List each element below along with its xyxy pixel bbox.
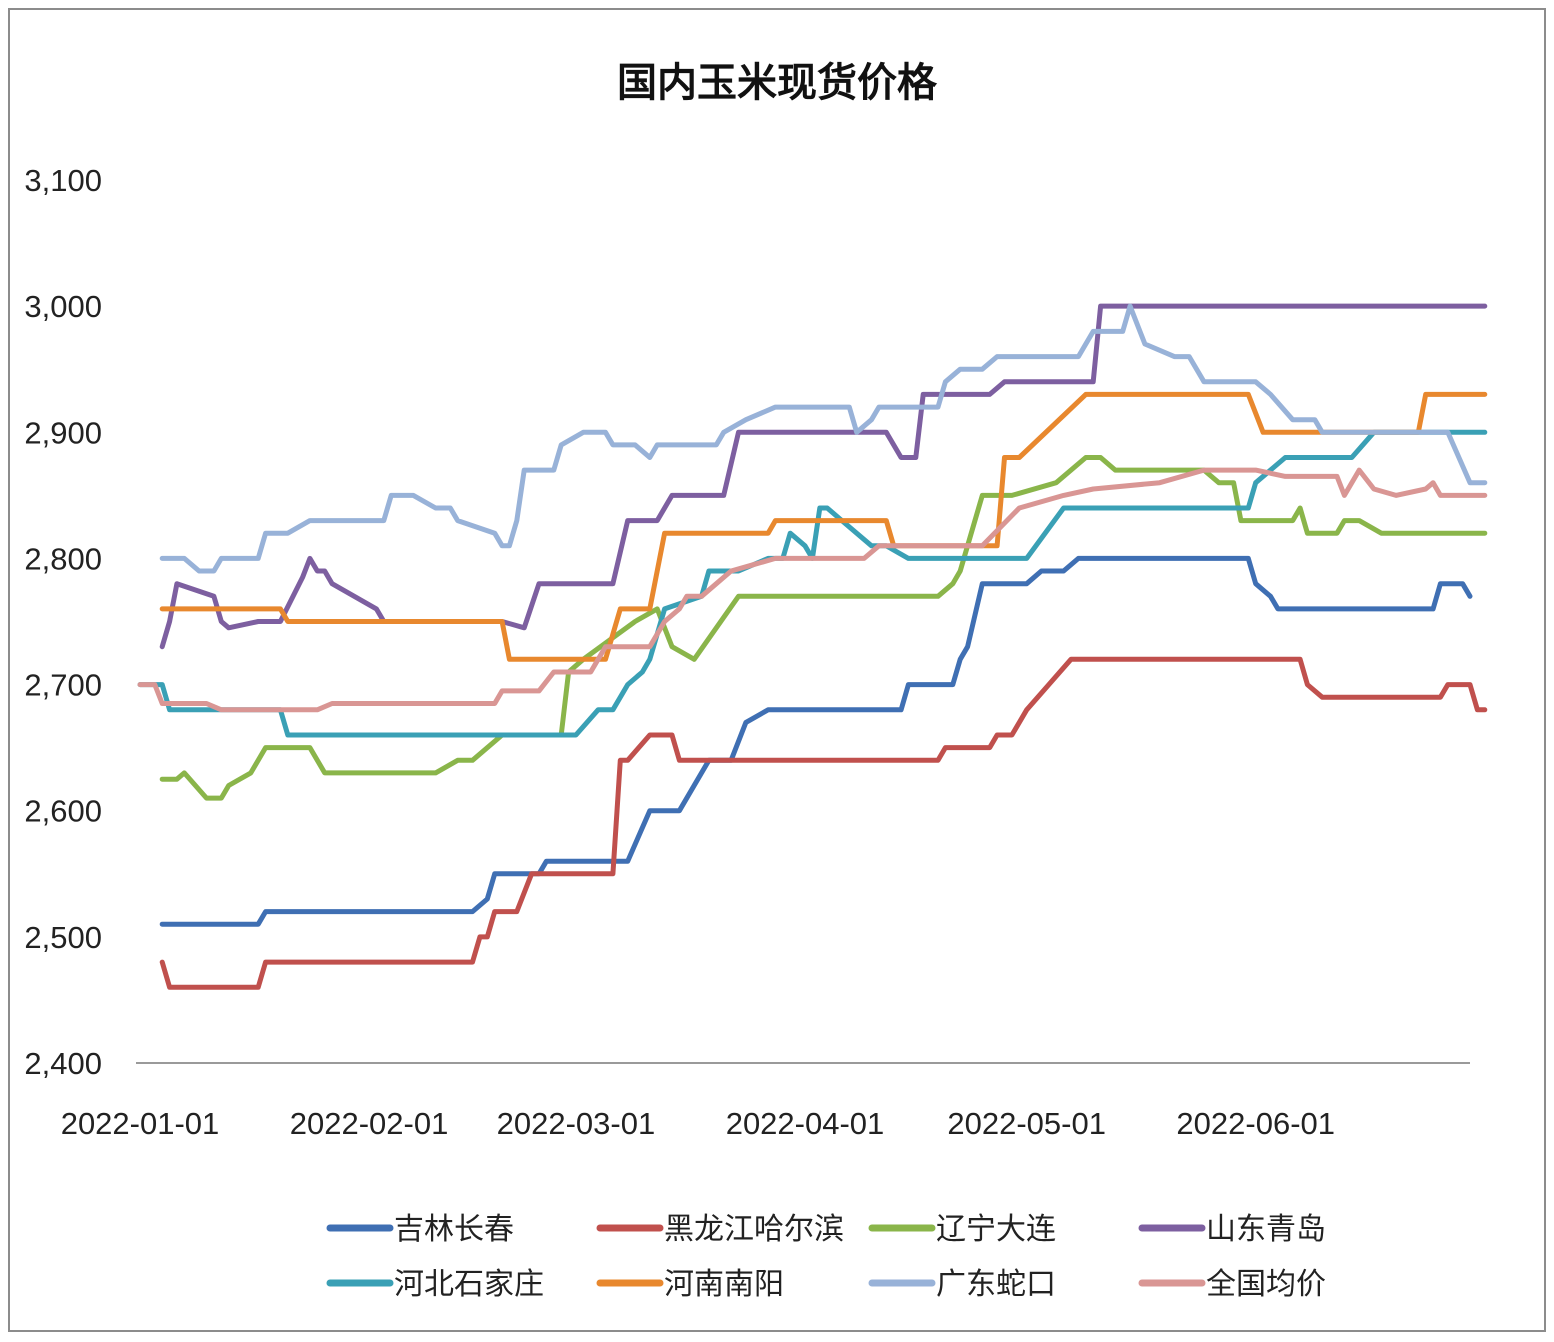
series-line xyxy=(159,455,1488,801)
x-tick-label: 2022-06-01 xyxy=(1176,1106,1335,1141)
series-line xyxy=(159,656,1488,990)
x-tick-label: 2022-04-01 xyxy=(726,1106,885,1141)
x-tick-label: 2022-01-01 xyxy=(61,1106,220,1141)
y-tick-label: 2,900 xyxy=(24,415,102,450)
series-line xyxy=(159,303,1488,574)
y-tick-label: 2,800 xyxy=(24,541,102,576)
series-line xyxy=(159,555,1473,927)
y-tick-label: 2,500 xyxy=(24,920,102,955)
legend-label: 广东蛇口 xyxy=(936,1267,1056,1302)
legend-label: 山东青岛 xyxy=(1206,1212,1326,1247)
legend-label: 黑龙江哈尔滨 xyxy=(664,1212,844,1247)
legend-label: 吉林长春 xyxy=(394,1212,514,1247)
y-tick-label: 3,000 xyxy=(24,289,102,324)
chart-title: 国内玉米现货价格 xyxy=(617,59,937,106)
legend-label: 辽宁大连 xyxy=(936,1212,1056,1247)
legend-label: 河南南阳 xyxy=(664,1267,784,1302)
y-tick-label: 3,100 xyxy=(24,163,102,198)
x-tick-label: 2022-03-01 xyxy=(497,1106,656,1141)
x-tick-label: 2022-02-01 xyxy=(290,1106,449,1141)
y-tick-label: 2,700 xyxy=(24,668,102,703)
y-tick-label: 2,400 xyxy=(24,1046,102,1081)
series-line xyxy=(159,303,1488,650)
chart-frame xyxy=(8,8,1546,1332)
x-tick-label: 2022-05-01 xyxy=(947,1106,1106,1141)
legend-label: 河北石家庄 xyxy=(394,1267,544,1302)
y-tick-label: 2,600 xyxy=(24,794,102,829)
legend-label: 全国均价 xyxy=(1206,1267,1326,1302)
series-line xyxy=(137,467,1488,713)
